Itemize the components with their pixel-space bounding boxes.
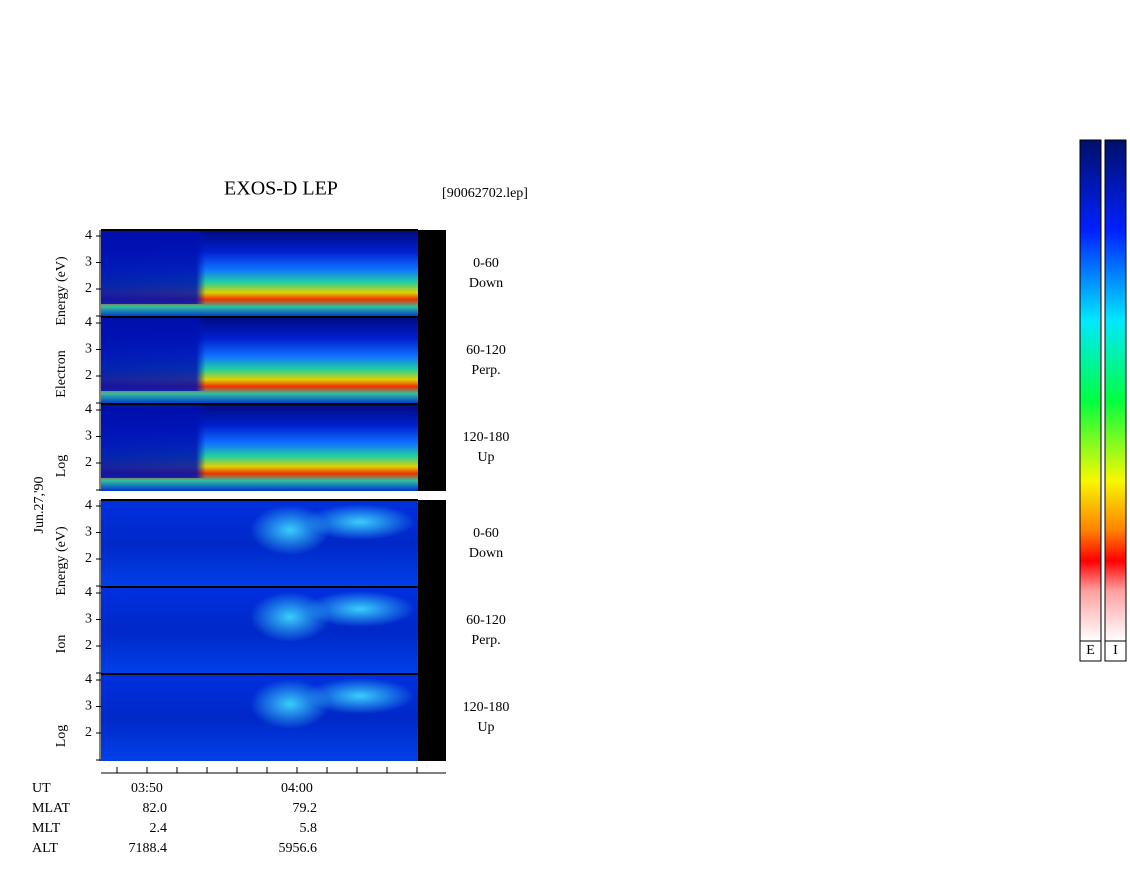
info-label: ALT xyxy=(32,841,58,856)
panel-direction: Perp. xyxy=(471,633,500,648)
y-tick-label: 3 xyxy=(85,255,92,270)
panel-direction: Down xyxy=(469,546,503,561)
y-tick-label: 2 xyxy=(85,368,92,383)
y-axis-label: Electron xyxy=(54,350,69,397)
info-value: 04:00 xyxy=(281,781,313,796)
info-value: 82.0 xyxy=(143,801,168,816)
y-tick-label: 2 xyxy=(85,638,92,653)
info-value: 2.4 xyxy=(150,821,168,836)
info-value: 7188.4 xyxy=(129,841,168,856)
spectrogram-glow xyxy=(305,591,415,627)
title: EXOS-D LEP xyxy=(224,178,338,200)
spectrogram-glow xyxy=(305,504,415,540)
y-axis-label: Energy (eV) xyxy=(54,526,69,596)
panel-range: 0-60 xyxy=(473,526,499,541)
colorbar-label: E xyxy=(1086,643,1095,658)
file-name: [90062702.lep] xyxy=(442,186,528,201)
spectrogram-glow xyxy=(305,678,415,714)
data-gap xyxy=(418,674,446,761)
y-tick-label: 3 xyxy=(85,525,92,540)
colorbar-label-box xyxy=(1104,640,1127,662)
y-tick-label: 4 xyxy=(85,402,92,417)
y-tick-label: 2 xyxy=(85,551,92,566)
y-axis-label: Energy (eV) xyxy=(54,256,69,326)
info-value: 79.2 xyxy=(293,801,318,816)
panel-direction: Up xyxy=(477,720,494,735)
y-tick-label: 2 xyxy=(85,725,92,740)
panel-direction: Perp. xyxy=(471,363,500,378)
info-value: 5.8 xyxy=(300,821,318,836)
data-gap xyxy=(418,587,446,674)
y-tick-label: 3 xyxy=(85,699,92,714)
data-gap xyxy=(418,500,446,587)
y-tick-label: 4 xyxy=(85,498,92,513)
panel-direction: Down xyxy=(469,276,503,291)
y-tick-label: 3 xyxy=(85,342,92,357)
y-axis-label: Ion xyxy=(54,635,69,654)
colorbar-label-box xyxy=(1079,640,1102,662)
y-tick-label: 4 xyxy=(85,228,92,243)
info-label: UT xyxy=(32,781,51,796)
panel-direction: Up xyxy=(477,450,494,465)
y-axis-label: Log xyxy=(54,725,69,748)
y-axis-label: Log xyxy=(54,455,69,478)
panel-range: 120-180 xyxy=(463,700,510,715)
spectrogram-overlay xyxy=(101,230,418,304)
colorbar xyxy=(1079,139,1102,642)
y-tick-label: 2 xyxy=(85,281,92,296)
spectrogram-overlay xyxy=(101,317,418,391)
panel-range: 60-120 xyxy=(466,613,506,628)
colorbar-label: I xyxy=(1113,643,1118,658)
date-label: Jun.27,'90 xyxy=(32,477,47,534)
y-tick-label: 4 xyxy=(85,315,92,330)
panel-range: 60-120 xyxy=(466,343,506,358)
colorbar xyxy=(1104,139,1127,642)
panel-range: 0-60 xyxy=(473,256,499,271)
y-tick-label: 3 xyxy=(85,429,92,444)
info-value: 5956.6 xyxy=(279,841,318,856)
y-tick-label: 4 xyxy=(85,585,92,600)
spectrogram-overlay xyxy=(101,404,418,478)
data-gap xyxy=(418,317,446,404)
info-label: MLAT xyxy=(32,801,71,816)
y-tick-label: 2 xyxy=(85,455,92,470)
data-gap xyxy=(418,230,446,317)
info-value: 03:50 xyxy=(131,781,163,796)
panel-range: 120-180 xyxy=(463,430,510,445)
data-gap xyxy=(418,404,446,491)
y-tick-label: 3 xyxy=(85,612,92,627)
info-label: MLT xyxy=(32,821,61,836)
y-tick-label: 4 xyxy=(85,672,92,687)
